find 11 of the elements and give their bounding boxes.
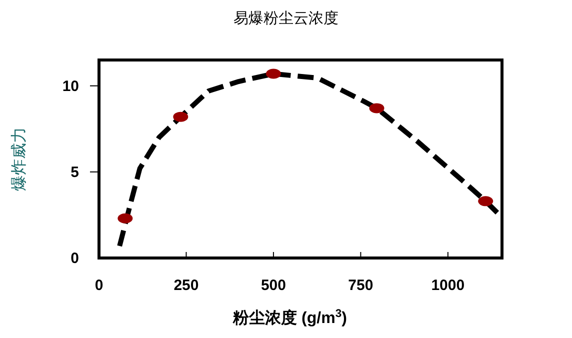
y-axis-title: 爆炸威力 [10,127,28,191]
x-tick-label: 1000 [431,277,465,294]
x-tick-label: 0 [94,277,104,294]
y-tick-label: 5 [70,164,79,181]
x-tick-label: 500 [260,277,286,294]
chart-title: 易爆粉尘云浓度 [234,10,338,27]
y-tick-label: 10 [62,78,79,95]
x-axis-title: 粉尘浓度 (g/m$^{3}$) [232,308,347,327]
x-tick-label: 250 [174,277,199,294]
y-tick-label: 0 [70,250,79,267]
x-tick-label: 750 [348,277,374,294]
